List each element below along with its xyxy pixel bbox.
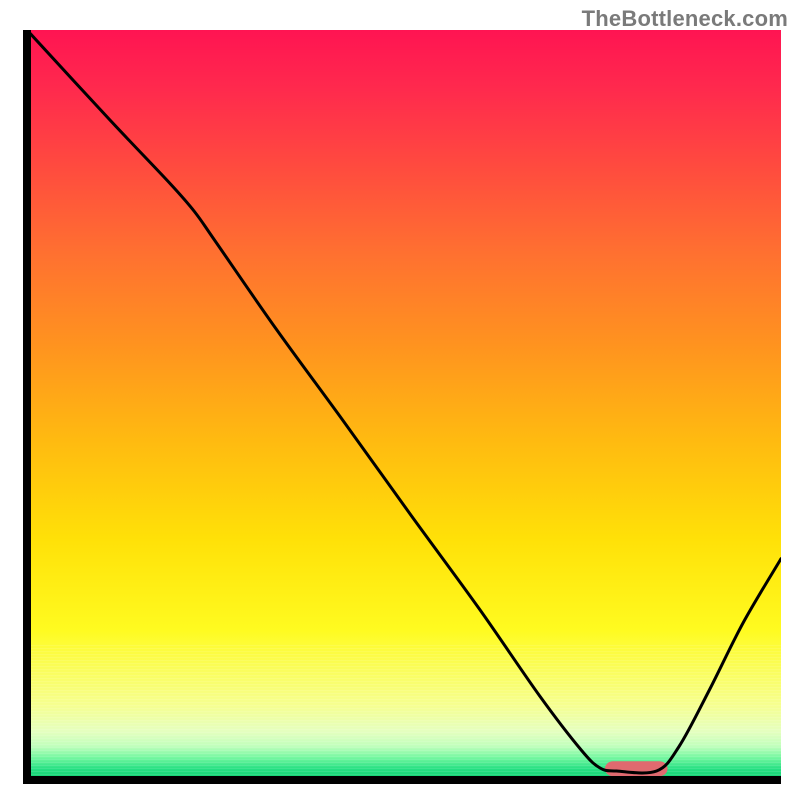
gradient-banding [27, 645, 781, 780]
chart-container: { "watermark": { "text": "TheBottleneck.… [0, 0, 800, 800]
bottleneck-chart [0, 0, 800, 800]
watermark-text: TheBottleneck.com [582, 6, 788, 32]
plot-area [27, 30, 781, 780]
